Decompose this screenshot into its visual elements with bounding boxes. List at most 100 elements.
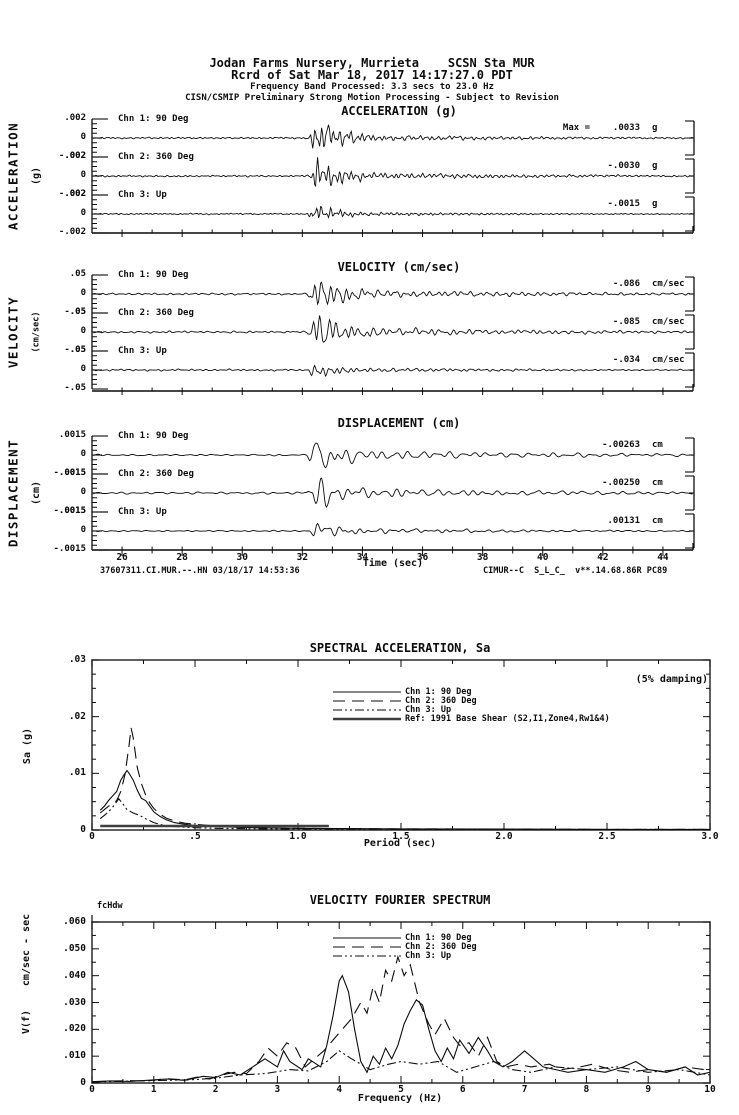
max-value-label: -.086 — [612, 279, 640, 289]
amplitude-scale-label: .05 — [69, 269, 86, 279]
amplitude-scale-label: .0015 — [58, 468, 86, 478]
amplitude-scale-label: -.002 — [58, 227, 86, 237]
amplitude-scale-label: -.002 — [58, 189, 86, 199]
y-tick-label: .02 — [68, 710, 86, 722]
time-tick-label: 26 — [116, 552, 128, 563]
x-tick-label: 7 — [521, 1084, 528, 1095]
sa-plot-title: SPECTRAL ACCELERATION, Sa — [309, 641, 491, 655]
amplitude-scale-label: 0 — [80, 132, 86, 142]
amplitude-scale-label: -.0015 — [53, 506, 86, 516]
amplitude-scale-label: 0 — [80, 326, 86, 336]
amplitude-scale-label: -.05 — [64, 345, 86, 355]
y-tick-label: .060 — [63, 916, 86, 927]
x-tick-label: 6 — [459, 1084, 466, 1095]
amplitude-scale-label: -.05 — [64, 383, 86, 393]
fourier-legend-chn2: Chn 2: 360 Deg — [405, 942, 477, 952]
acceleration-title: ACCELERATION (g) — [341, 104, 457, 118]
velocity-side-label: VELOCITY — [5, 295, 21, 369]
x-tick-label: 9 — [645, 1084, 652, 1095]
x-tick-label: 1.0 — [289, 831, 307, 842]
channel-label: Chn 1: 90 Deg — [118, 431, 189, 441]
time-tick-label: 36 — [416, 552, 429, 563]
max-unit-label: cm — [652, 478, 663, 488]
x-tick-label: 5 — [398, 1084, 404, 1095]
fourier-legend-chn1: Chn 1: 90 Deg — [405, 933, 472, 943]
displacement-side-label: DISPLACEMENT — [5, 438, 21, 548]
channel-label: Chn 2: 360 Deg — [118, 152, 194, 162]
max-value-label: -.0015 — [607, 199, 640, 209]
y-tick-label: .03 — [68, 654, 86, 665]
time-tick-label: 30 — [236, 552, 248, 563]
amplitude-scale-label: .05 — [69, 307, 86, 317]
max-unit-label: cm/sec — [652, 317, 685, 327]
amplitude-scale-label: 0 — [80, 487, 86, 497]
time-tick-label: 32 — [296, 552, 309, 563]
amplitude-scale-label: .002 — [64, 151, 86, 161]
x-tick-label: 2 — [212, 1084, 219, 1095]
x-tick-label: 1.5 — [392, 831, 410, 842]
acceleration-side-label: ACCELERATION — [5, 121, 21, 231]
amplitude-scale-label: .05 — [69, 345, 86, 355]
station-title: Jodan Farms Nursery, Murrieta SCSN Sta M… — [209, 56, 535, 70]
x-tick-label: 0 — [89, 1084, 95, 1095]
record-id-footer: 37607311.CI.MUR.--.HN 03/18/17 14:53:36 — [100, 566, 300, 576]
max-value-label: .00131 — [607, 516, 640, 526]
amplitude-scale-label: .002 — [64, 113, 86, 123]
y-tick-label: .01 — [68, 767, 86, 779]
y-tick-label: 0 — [80, 824, 86, 835]
max-unit-label: cm/sec — [652, 355, 685, 365]
channel-label: Chn 1: 90 Deg — [118, 114, 189, 124]
fourier-yaxis-units: cm/sec - sec — [20, 913, 32, 987]
displacement-title: DISPLACEMENT (cm) — [337, 416, 461, 430]
channel-label: Chn 3: Up — [118, 190, 167, 200]
max-unit-label: g — [652, 199, 658, 209]
max-unit-label: g — [652, 161, 658, 171]
max-unit-label: cm — [652, 516, 663, 526]
max-value-label: -.085 — [612, 317, 640, 327]
x-tick-label: 4 — [336, 1084, 343, 1095]
amplitude-scale-label: -.05 — [64, 307, 86, 317]
y-tick-label: .050 — [63, 942, 86, 954]
fourier-corner-note: fcHdw — [97, 901, 123, 911]
max-value-label: -.0030 — [607, 161, 640, 171]
time-tick-label: 40 — [537, 552, 549, 563]
channel-label: Chn 2: 360 Deg — [118, 308, 194, 318]
damping-note: (5% damping) — [635, 674, 708, 685]
channel-label: Chn 1: 90 Deg — [118, 270, 189, 280]
time-tick-label: 28 — [176, 552, 188, 563]
x-tick-label: 2.5 — [598, 831, 616, 842]
x-tick-label: 1 — [150, 1084, 157, 1095]
max-value-label: -.00263 — [602, 440, 640, 450]
velocity-title: VELOCITY (cm/sec) — [337, 260, 461, 274]
y-tick-label: .020 — [63, 1023, 86, 1035]
frequency-band-note: Frequency Band Processed: 3.3 secs to 23… — [250, 82, 494, 92]
fourier-plot-title: VELOCITY FOURIER SPECTRUM — [309, 893, 491, 907]
amplitude-scale-label: 0 — [80, 364, 86, 374]
amplitude-scale-label: .0015 — [58, 506, 86, 516]
max-prefix-label: Max = — [562, 123, 590, 133]
amplitude-scale-label: 0 — [80, 449, 86, 459]
sa-legend-chn1: Chn 1: 90 Deg — [405, 687, 472, 697]
time-tick-label: 44 — [657, 552, 669, 563]
amplitude-scale-label: .002 — [64, 189, 86, 199]
max-value-label: .0033 — [612, 123, 640, 133]
x-tick-label: .5 — [189, 831, 201, 842]
time-tick-label: 38 — [476, 552, 489, 563]
fourier-xaxis-label: Frequency (Hz) — [357, 1093, 443, 1104]
amplitude-scale-label: 0 — [80, 288, 86, 298]
max-value-label: -.034 — [612, 355, 640, 365]
sa-xaxis-label: Period (sec) — [363, 838, 437, 849]
time-tick-label: 34 — [356, 552, 369, 563]
time-axis-label: Time (sec) — [362, 558, 424, 569]
y-tick-label: .030 — [63, 996, 86, 1008]
sa-yaxis-label: Sa (g) — [21, 727, 33, 765]
x-tick-label: 0 — [89, 831, 95, 842]
x-tick-label: 8 — [583, 1084, 590, 1095]
x-tick-label: 2.0 — [495, 831, 513, 842]
max-value-label: -.00250 — [602, 478, 640, 488]
sa-legend-chn3: Chn 3: Up — [405, 705, 452, 715]
x-tick-label: 3 — [274, 1084, 281, 1095]
max-unit-label: cm — [652, 440, 663, 450]
